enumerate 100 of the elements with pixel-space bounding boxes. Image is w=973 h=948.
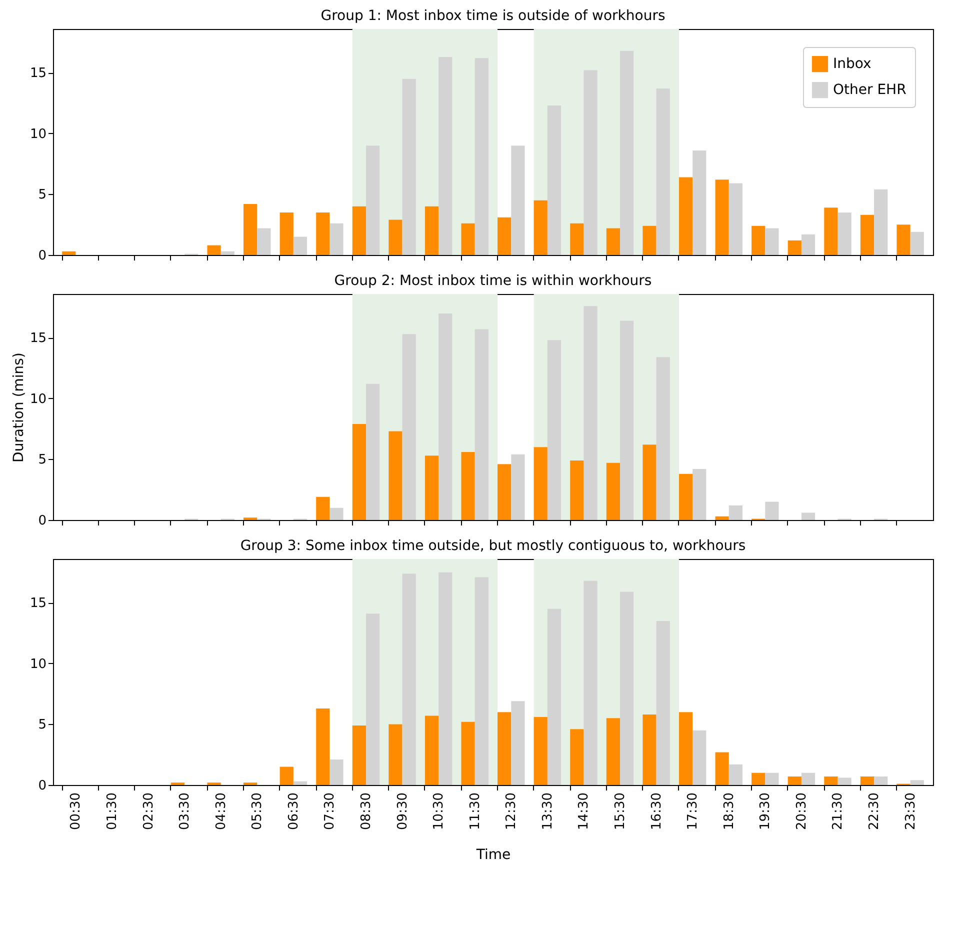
bar xyxy=(788,240,802,255)
x-tick-label: 11:30 xyxy=(468,792,483,830)
bar xyxy=(330,223,344,255)
bar xyxy=(584,70,598,255)
x-tick-label: 10:30 xyxy=(432,792,447,830)
bar xyxy=(692,150,706,255)
bar xyxy=(620,320,634,520)
bar xyxy=(715,180,729,255)
bar xyxy=(402,334,416,520)
y-tick-label: 10 xyxy=(30,126,46,142)
bar xyxy=(620,50,634,255)
bar xyxy=(330,759,344,785)
bar xyxy=(606,718,620,785)
bar xyxy=(424,716,439,785)
bar xyxy=(474,329,488,520)
bar xyxy=(656,357,670,520)
bar xyxy=(511,701,525,785)
bar xyxy=(910,232,924,255)
bar xyxy=(388,431,402,520)
bar xyxy=(62,251,76,255)
bar xyxy=(474,58,488,255)
bar xyxy=(910,780,924,785)
legend-label: Inbox xyxy=(833,56,872,72)
bar xyxy=(678,474,693,520)
bar xyxy=(860,776,874,785)
x-tick-label: 07:30 xyxy=(322,792,338,830)
bar xyxy=(424,206,439,255)
bar xyxy=(656,88,670,255)
bar xyxy=(207,245,221,255)
x-tick-label: 23:30 xyxy=(903,792,918,830)
bar xyxy=(656,620,670,785)
bar xyxy=(692,730,706,785)
bar xyxy=(606,462,620,520)
bar xyxy=(801,512,816,520)
x-tick-label: 16:30 xyxy=(649,792,664,830)
y-tick-label: 5 xyxy=(38,452,46,468)
bar xyxy=(534,200,548,255)
bar xyxy=(752,226,766,255)
chart-title: Group 1: Most inbox time is outside of workhours xyxy=(320,8,666,24)
bar xyxy=(511,454,525,520)
bar xyxy=(570,223,584,255)
bar xyxy=(838,778,852,785)
bar xyxy=(642,714,656,785)
bar xyxy=(244,204,258,255)
x-tick-label: 17:30 xyxy=(686,792,701,830)
bar xyxy=(293,236,308,255)
bar xyxy=(606,228,620,255)
y-tick-label: 10 xyxy=(30,656,46,672)
bar xyxy=(824,208,838,255)
bar xyxy=(752,772,766,785)
bar xyxy=(838,212,852,255)
bar xyxy=(498,217,512,255)
bar xyxy=(728,764,742,785)
bar xyxy=(801,234,816,255)
x-tick-label: 19:30 xyxy=(758,792,774,830)
x-tick-label: 00:30 xyxy=(68,792,84,830)
bar xyxy=(461,722,475,785)
bar xyxy=(461,452,475,520)
x-tick-label: 20:30 xyxy=(794,792,810,830)
x-tick-label: 21:30 xyxy=(830,792,846,830)
bar xyxy=(280,212,294,255)
bar xyxy=(642,226,656,255)
bar xyxy=(788,776,802,785)
legend-label: Other EHR xyxy=(833,82,907,98)
x-tick-label: 22:30 xyxy=(867,792,882,830)
y-tick-label: 0 xyxy=(38,514,46,528)
bar xyxy=(352,725,366,785)
bar xyxy=(220,251,234,255)
y-tick-label: 15 xyxy=(30,66,46,82)
x-tick-label: 04:30 xyxy=(214,792,229,830)
y-tick-label: 5 xyxy=(38,718,46,733)
chart-title: Group 2: Most inbox time is within workhours xyxy=(334,273,652,289)
bar xyxy=(642,444,656,520)
bar xyxy=(547,340,562,520)
bar xyxy=(678,712,693,785)
bar xyxy=(620,592,634,785)
bar xyxy=(715,516,729,520)
x-tick-label: 06:30 xyxy=(286,792,302,830)
bar xyxy=(388,220,402,255)
bar xyxy=(570,729,584,785)
bar xyxy=(860,214,874,255)
bar xyxy=(534,716,548,785)
bar xyxy=(765,772,779,785)
bar xyxy=(584,580,598,785)
bar xyxy=(498,464,512,520)
bar xyxy=(692,468,706,520)
x-tick-label: 03:30 xyxy=(178,792,193,830)
y-tick-label: 0 xyxy=(38,248,46,264)
y-tick-label: 10 xyxy=(30,392,46,407)
bar xyxy=(438,56,452,255)
bar xyxy=(824,776,838,785)
bar xyxy=(424,456,439,520)
bar xyxy=(388,724,402,785)
bar xyxy=(896,224,910,255)
bar xyxy=(352,424,366,520)
bar xyxy=(570,460,584,520)
x-tick-label: 13:30 xyxy=(540,792,556,830)
x-tick-label: 05:30 xyxy=(250,792,266,830)
y-axis-title: Duration (mins) xyxy=(10,352,27,462)
bar xyxy=(352,206,366,255)
